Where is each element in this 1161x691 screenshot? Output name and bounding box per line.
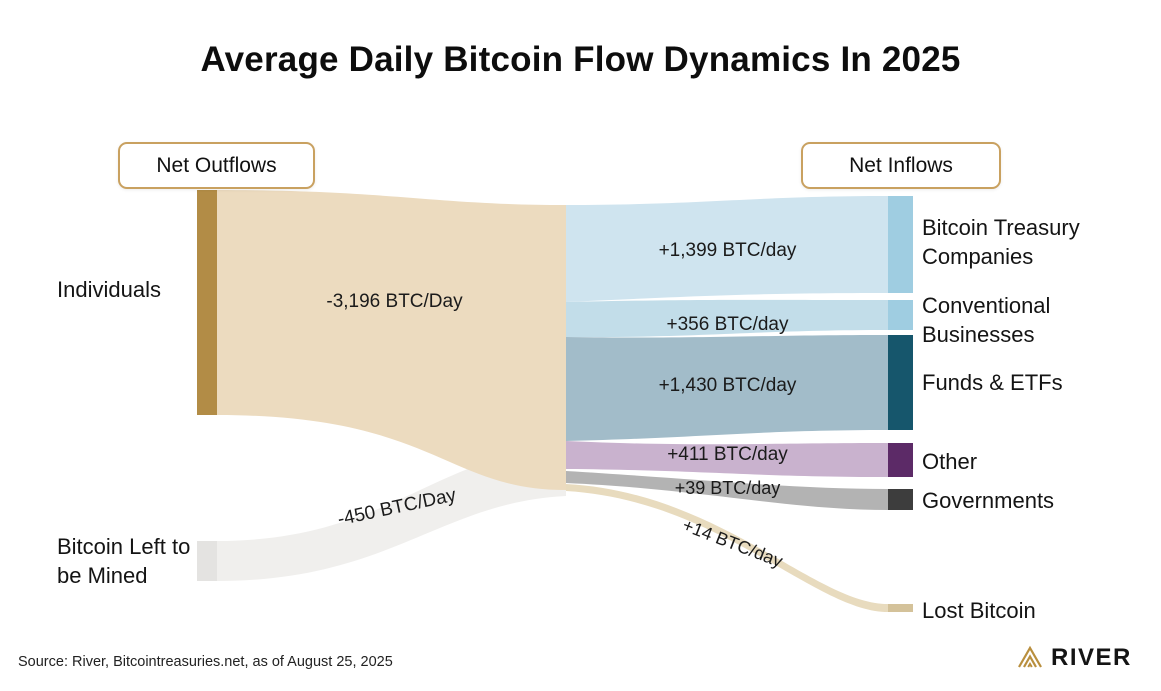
net-outflows-label: Net Outflows [156,153,277,177]
node-funds [888,335,913,430]
node-label-lost: Lost Bitcoin [922,598,1036,623]
flow-individuals-outflow [217,190,566,490]
flow-governments [566,471,888,510]
source-note: Source: River, Bitcointreasuries.net, as… [18,654,393,670]
flow-treasury [566,196,888,302]
net-outflows-badge: Net Outflows [118,142,315,189]
node-label-funds: Funds & ETFs [922,370,1063,395]
flow-conventional [566,299,888,338]
flow-mined-outflow [217,448,566,581]
node-mined [197,541,217,581]
flow-value-governments: +39 BTC/day [674,478,781,498]
river-brand: RIVER [1016,644,1132,672]
node-label-other: Other [922,449,978,474]
flow-value-treasury: +1,399 BTC/day [658,240,797,261]
net-inflows-badge: Net Inflows [801,142,1001,189]
net-inflows-label: Net Inflows [849,153,953,177]
flow-other [566,441,888,477]
flow-lost [566,484,888,612]
node-label-individuals: Individuals [57,277,161,302]
node-individuals [197,190,217,415]
node-governments [888,489,913,510]
node-label-governments: Governments [922,488,1055,513]
river-logo-icon [1018,645,1042,668]
flow-value-other: +411 BTC/day [667,444,788,465]
river-brand-text: RIVER [1051,644,1132,671]
node-treasury [888,196,913,293]
flow-value-individuals: -3,196 BTC/Day [326,291,463,312]
flow-value-conventional: +356 BTC/day [666,314,789,335]
node-lost [888,604,913,612]
node-label-treasury: Bitcoin Treasury Companies [922,215,1080,269]
node-other [888,443,913,477]
flow-value-funds: +1,430 BTC/day [658,375,797,396]
node-conventional [888,300,913,330]
page-title: Average Daily Bitcoin Flow Dynamics In 2… [200,40,961,79]
node-label-mined: Bitcoin Left to be Mined [57,534,191,588]
flow-funds [566,335,888,441]
node-label-conventional: Conventional Businesses [922,293,1051,347]
